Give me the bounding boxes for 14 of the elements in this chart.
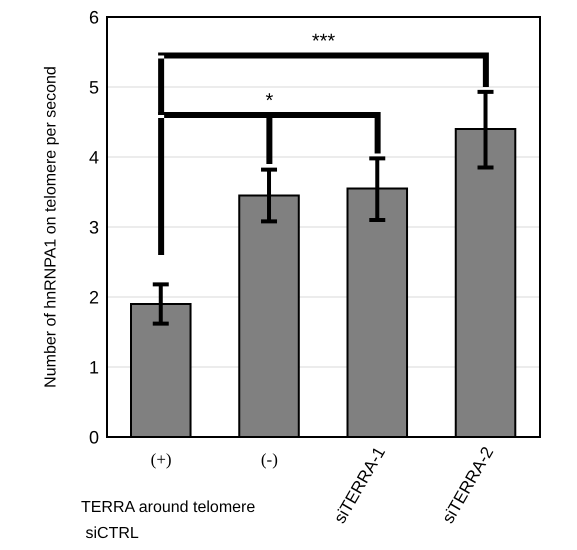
y-tick-label: 6 — [88, 7, 99, 28]
x-tick-label: (-) — [260, 450, 278, 469]
y-tick-label: 4 — [88, 147, 99, 168]
y-tick-label: 1 — [88, 357, 99, 378]
annotation: *** — [312, 30, 336, 52]
y-tick-label: 3 — [88, 217, 99, 238]
text: siCTRL — [85, 525, 139, 542]
y-tick-label: 0 — [88, 427, 99, 448]
y-axis-title: Number of hnRNPA1 on telomere per second — [42, 66, 60, 388]
y-tick-label: 5 — [88, 77, 99, 98]
annotation: * — [265, 90, 274, 112]
text: TERRA around telomere — [80, 499, 256, 516]
y-tick-label: 2 — [88, 287, 99, 308]
x-tick-label: (+) — [150, 450, 172, 469]
